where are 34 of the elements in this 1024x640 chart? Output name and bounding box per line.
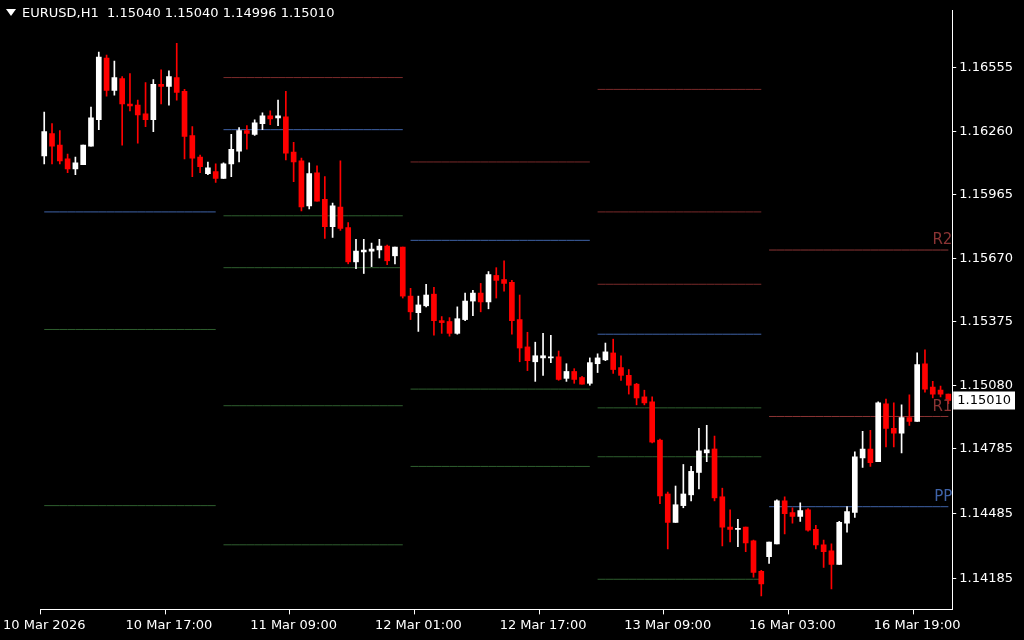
x-tick-label: 16 Mar 03:00 (749, 616, 836, 632)
series-label: R2 (932, 230, 953, 249)
candlestick (532, 341, 539, 382)
text: 1.15010 (957, 391, 1012, 407)
series-label: R1 (932, 396, 953, 415)
x-tick-label: 11 Mar 09:00 (250, 616, 338, 632)
candlestick (548, 334, 554, 363)
x-tick-label: 13 Mar 09:00 (624, 616, 712, 632)
y-tick-label: 1.15670 (959, 249, 1014, 265)
x-tick-label: 16 Mar 19:00 (873, 616, 961, 632)
y-tick-label: 1.14485 (959, 504, 1014, 520)
candlestick (438, 316, 445, 334)
x-tick-label: 10 Mar 17:00 (125, 616, 213, 632)
candlestick (501, 260, 507, 292)
y-tick-label: 1.16260 (959, 122, 1014, 138)
y-tick-label: 1.15080 (959, 376, 1014, 392)
candlestick (244, 125, 250, 150)
candlestick (493, 267, 500, 299)
candlestick (158, 69, 164, 105)
series-label: PP (934, 487, 953, 506)
candlestick (540, 333, 546, 376)
y-tick-label: 1.15965 (959, 186, 1014, 202)
candlestick (890, 402, 897, 448)
x-tick-label: 10 Mar 2026 (3, 616, 86, 632)
y-tick-label: 1.14185 (959, 569, 1014, 585)
y-tick-label: 1.14785 (959, 440, 1014, 456)
candlestick (134, 99, 141, 144)
y-tick-label: 1.15375 (959, 313, 1014, 329)
x-tick-label: 12 Mar 17:00 (499, 616, 587, 632)
y-tick-label: 1.16555 (959, 59, 1014, 75)
candlestick (735, 519, 741, 548)
x-tick-label: 12 Mar 01:00 (374, 616, 462, 632)
candlestick (727, 509, 733, 543)
chart-title: EURUSD,H1 1.15040 1.15040 1.14996 1.15010 (22, 5, 335, 20)
